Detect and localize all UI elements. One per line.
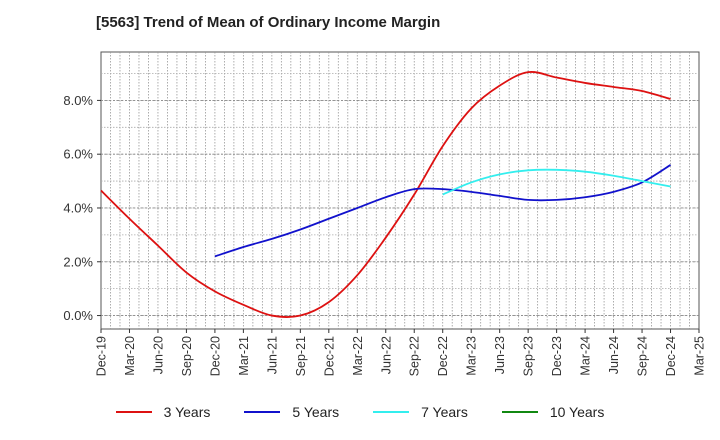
chart-legend: 3 Years 5 Years 7 Years 10 Years <box>0 404 720 420</box>
x-tick-label: Sep-23 <box>522 336 536 376</box>
series-layer <box>100 71 671 318</box>
legend-item: 10 Years <box>501 404 605 420</box>
y-tick-label: 2.0% <box>63 254 93 269</box>
legend-swatch <box>115 411 152 413</box>
series-line-5-years <box>214 164 671 258</box>
y-tick-label: 0.0% <box>63 308 93 323</box>
x-tick-label: Jun-22 <box>379 336 393 374</box>
x-tick-label: Dec-21 <box>322 336 336 376</box>
x-tick-label: Dec-20 <box>208 336 222 376</box>
legend-label: 5 Years <box>292 404 340 420</box>
y-axis-ticks: 0.0% 2.0% 4.0% 6.0% 8.0% <box>63 93 101 323</box>
legend-item: 5 Years <box>244 404 339 420</box>
series-line-3-years <box>100 71 671 318</box>
legend-item: 3 Years <box>115 404 211 420</box>
x-tick-label: Jun-23 <box>493 336 507 374</box>
x-axis-ticks: Dec-19 Mar-20 Jun-20 Sep-20 Dec-20 Mar-21 Jun-… <box>95 329 707 376</box>
plot-area <box>100 51 700 330</box>
legend-label: 10 Years <box>549 404 605 420</box>
y-tick-label: 8.0% <box>63 93 93 108</box>
x-tick-label: Mar-23 <box>465 336 479 376</box>
x-tick-label: Jun-20 <box>151 336 165 374</box>
x-tick-label: Sep-24 <box>636 336 650 376</box>
x-tick-label: Dec-19 <box>95 336 109 376</box>
x-tick-label: Dec-22 <box>436 336 450 376</box>
x-tick-label: Sep-21 <box>294 336 308 376</box>
x-tick-label: Mar-20 <box>123 336 137 376</box>
x-tick-label: Mar-21 <box>237 336 251 376</box>
legend-swatch <box>244 411 281 413</box>
x-tick-label: Jun-24 <box>607 336 621 374</box>
x-tick-label: Mar-22 <box>351 336 365 376</box>
y-tick-label: 6.0% <box>63 147 93 162</box>
legend-swatch <box>501 411 538 413</box>
x-tick-label: Dec-24 <box>664 336 678 376</box>
x-tick-label: Jun-21 <box>265 336 279 374</box>
x-tick-label: Sep-22 <box>408 336 422 376</box>
y-tick-label: 4.0% <box>63 200 93 215</box>
x-tick-label: Mar-24 <box>579 336 593 376</box>
legend-item: 7 Years <box>373 404 468 420</box>
series-line-7-years <box>442 168 671 196</box>
x-tick-label: Dec-23 <box>550 336 564 376</box>
x-tick-label: Mar-25 <box>693 336 707 376</box>
chart-title: [5563] Trend of Mean of Ordinary Income … <box>96 14 441 31</box>
x-tick-label: Sep-20 <box>180 336 194 376</box>
legend-swatch <box>373 411 410 413</box>
legend-label: 7 Years <box>421 404 468 420</box>
legend-label: 3 Years <box>163 404 211 420</box>
